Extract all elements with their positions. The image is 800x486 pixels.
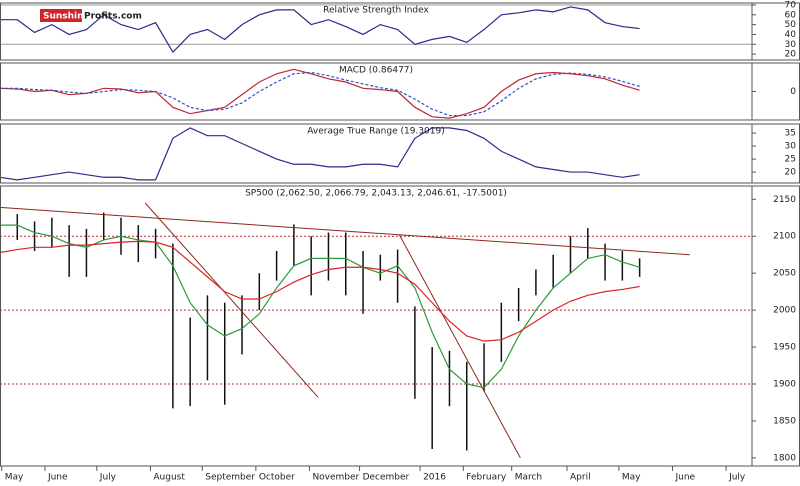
series-line bbox=[0, 240, 640, 342]
y-tick-label: 1800 bbox=[773, 453, 796, 463]
x-tick-label: October bbox=[259, 473, 295, 483]
series-line bbox=[0, 127, 640, 181]
y-tick-label: 35 bbox=[785, 129, 796, 139]
trend-line bbox=[398, 234, 521, 459]
x-tick-label: May bbox=[5, 473, 24, 483]
x-tick-label: July bbox=[728, 473, 746, 483]
x-tick-label: July bbox=[99, 473, 117, 483]
y-tick-label: 2050 bbox=[773, 269, 796, 279]
panel bbox=[0, 127, 640, 181]
y-tick-label: 70 bbox=[785, 0, 797, 10]
x-tick-label: March bbox=[515, 473, 542, 483]
x-tick-label: 2016 bbox=[423, 473, 446, 483]
x-tick-label: September bbox=[205, 473, 255, 483]
series-line bbox=[0, 6, 640, 54]
x-tick-label: February bbox=[466, 473, 507, 483]
x-tick-label: June bbox=[47, 473, 68, 483]
series-line bbox=[0, 71, 640, 117]
y-tick-label: 25 bbox=[785, 155, 796, 165]
x-tick-label: December bbox=[363, 473, 410, 483]
x-tick-label: April bbox=[570, 473, 591, 483]
y-tick-label: 20 bbox=[785, 50, 797, 60]
panel bbox=[0, 4, 752, 54]
trend-line bbox=[144, 202, 319, 398]
y-tick-label: 0 bbox=[790, 87, 796, 97]
y-tick-label: 1950 bbox=[773, 343, 796, 353]
y-tick-label: 40 bbox=[785, 30, 797, 40]
y-tick-label: 2150 bbox=[773, 195, 796, 205]
y-tick-label: 30 bbox=[785, 40, 797, 50]
y-tick-label: 60 bbox=[785, 10, 797, 20]
x-tick-label: June bbox=[674, 473, 695, 483]
panel bbox=[0, 68, 640, 119]
panel-title: Average True Range (19.3019) bbox=[307, 127, 444, 137]
y-tick-label: 50 bbox=[785, 20, 797, 30]
panel-title: MACD (0.86477) bbox=[339, 66, 413, 76]
x-tick-label: August bbox=[153, 473, 185, 483]
logo-site: Profits.com bbox=[84, 12, 142, 22]
logo-brand: Sunshine bbox=[43, 12, 90, 22]
logo-box bbox=[40, 9, 82, 22]
series-line bbox=[0, 224, 640, 389]
y-tick-label: 30 bbox=[785, 142, 797, 152]
y-tick-label: 1850 bbox=[773, 416, 796, 426]
panel-title: SP500 (2,062.50, 2,066.79, 2,043.13, 2,0… bbox=[245, 189, 507, 199]
y-tick-label: 20 bbox=[785, 168, 797, 178]
y-tick-label: 2100 bbox=[773, 232, 796, 242]
x-tick-label: November bbox=[312, 473, 359, 483]
y-tick-label: 2000 bbox=[773, 306, 796, 316]
panel-title: Relative Strength Index bbox=[323, 6, 429, 16]
trend-line bbox=[0, 206, 690, 256]
series-line bbox=[0, 68, 640, 119]
panel bbox=[0, 202, 752, 459]
x-tick-label: May bbox=[622, 473, 641, 483]
y-tick-label: 1900 bbox=[773, 379, 796, 389]
